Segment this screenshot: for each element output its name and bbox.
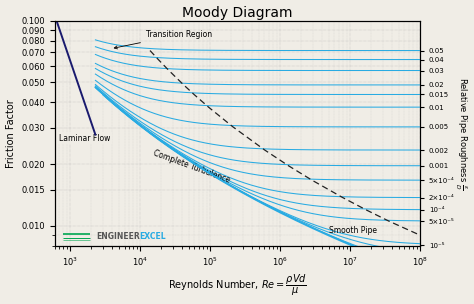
Text: Laminar Flow: Laminar Flow	[59, 134, 110, 143]
Text: Smooth Pipe: Smooth Pipe	[329, 226, 377, 235]
Text: Complete Turbulence: Complete Turbulence	[152, 149, 231, 185]
Text: EXCEL: EXCEL	[139, 232, 166, 241]
Text: ENGINEER: ENGINEER	[96, 232, 140, 241]
Y-axis label: Relative Pipe Roughness $\frac{\varepsilon}{D}$: Relative Pipe Roughness $\frac{\varepsil…	[454, 77, 468, 189]
X-axis label: Reynolds Number, $Re = \dfrac{\rho V d}{\mu}$: Reynolds Number, $Re = \dfrac{\rho V d}{…	[168, 273, 307, 299]
Title: Moody Diagram: Moody Diagram	[182, 5, 292, 19]
Text: Transition Region: Transition Region	[114, 30, 212, 49]
Y-axis label: Friction Factor: Friction Factor	[6, 99, 16, 168]
